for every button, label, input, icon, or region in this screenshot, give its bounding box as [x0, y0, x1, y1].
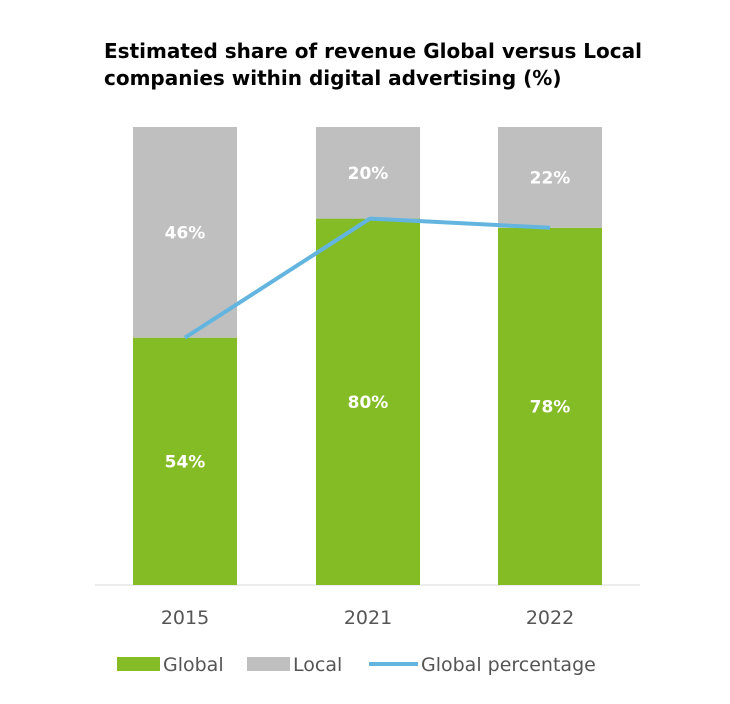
segment-labels-group: 54% 46% 80% 20% 78% 22%: [165, 164, 571, 473]
legend-swatch-local: [247, 657, 290, 671]
legend-label-global-percentage: Global percentage: [421, 654, 596, 676]
bar-global-2021: [316, 218, 420, 585]
line-series-group: [183, 216, 551, 340]
x-tick-label-2022: 2022: [526, 607, 574, 629]
bars-group: [133, 127, 602, 585]
data-label-global-2022: 78%: [530, 397, 571, 417]
legend-label-local: Local: [293, 654, 342, 676]
bar-global-2022: [498, 227, 602, 585]
data-label-local-2022: 22%: [530, 168, 571, 188]
legend: Global Local Global percentage: [117, 654, 596, 676]
bar-local-2015: [133, 127, 237, 338]
legend-swatch-global: [117, 657, 160, 671]
x-tick-label-2021: 2021: [344, 607, 392, 629]
data-label-global-2015: 54%: [165, 452, 206, 472]
bar-local-2022: [498, 127, 602, 228]
data-label-local-2021: 20%: [348, 164, 389, 184]
x-tick-label-2015: 2015: [161, 607, 209, 629]
data-label-local-2015: 46%: [165, 223, 206, 243]
line-global-percentage: [183, 216, 551, 340]
bar-global-2015: [133, 337, 237, 585]
chart-title: Estimated share of revenue Global versus…: [104, 39, 642, 90]
data-label-global-2021: 80%: [348, 393, 389, 413]
legend-label-global: Global: [163, 654, 224, 676]
bar-local-2021: [316, 127, 420, 219]
category-labels-group: 2015 2021 2022: [161, 607, 574, 629]
